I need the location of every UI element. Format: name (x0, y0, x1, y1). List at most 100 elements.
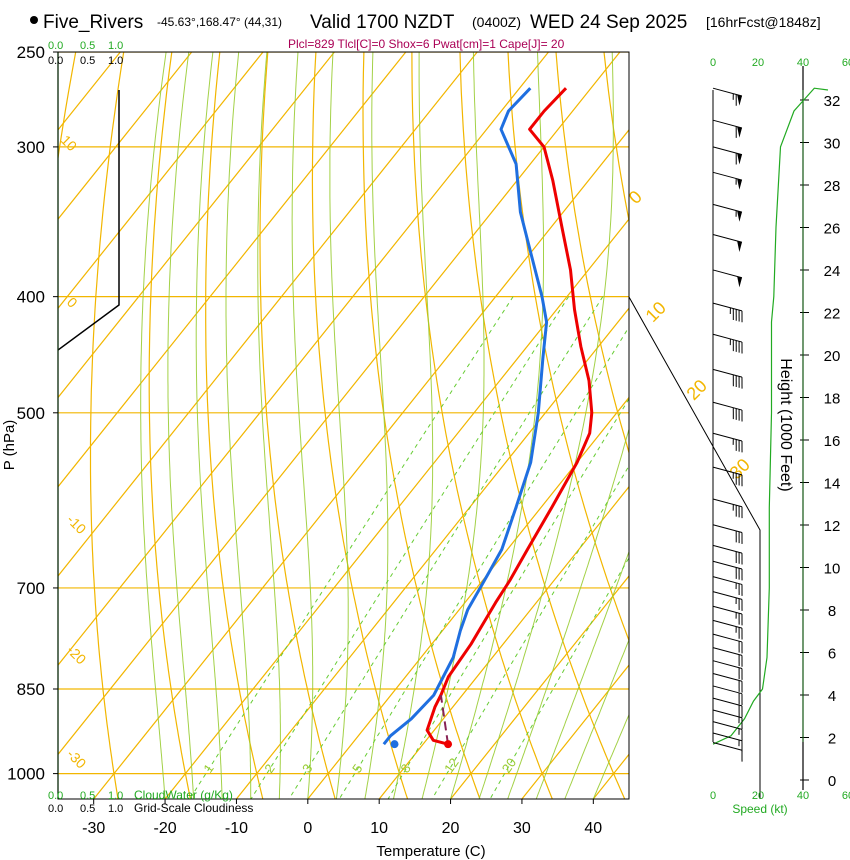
wind-barb (712, 721, 743, 741)
wind-barb (712, 576, 743, 596)
wind-barb (712, 560, 743, 581)
wind-barb (712, 269, 743, 288)
speed-axis-label: Speed (kt) (732, 802, 787, 816)
wind-barb (712, 368, 743, 389)
temperature-profile (425, 87, 594, 746)
parcel-profile (439, 694, 449, 745)
wind-barb (712, 544, 743, 565)
station-coords: -45.63°,168.47° (44,31) (157, 15, 282, 29)
height-tick-label: 8 (828, 603, 836, 620)
dry-adiabat (259, 52, 336, 799)
moist-adiabat (364, 52, 389, 799)
surface-dewpoint-dot (390, 740, 399, 749)
moist-adiabat (507, 427, 629, 799)
panel-border (628, 296, 761, 799)
indices-line: Plcl=829 Tlcl[C]=0 Shox=6 Pwat[cm]=1 Cap… (288, 37, 565, 51)
cloudiness-scale-top: 1.0 (108, 55, 123, 67)
dry-adiabat (148, 52, 191, 799)
wind-barb (712, 633, 743, 654)
dry-adiabat (844, 52, 850, 799)
temperature-tick-label: -30 (82, 820, 105, 837)
moist-adiabat (167, 52, 195, 799)
cloudwater-scale-bottom: 1.0 (108, 790, 123, 802)
isotherm-line (58, 52, 264, 310)
moist-adiabat (225, 52, 252, 799)
dry-adiabat (796, 52, 850, 799)
mixing-ratio-label: 12 (441, 755, 462, 775)
isotherm-line (592, 753, 629, 799)
mixing-ratio-line (288, 296, 604, 799)
wind-barb (712, 87, 743, 106)
isotherm-line (58, 52, 193, 221)
height-tick-label: 24 (824, 263, 841, 280)
isotherm-line (58, 52, 407, 488)
axes: 250 300 400 500 700 850 1000 -30 -20 -10 0 10 20 30 40… (1, 40, 630, 860)
wind-barb (712, 697, 743, 718)
mixing-ratio-line (387, 397, 629, 799)
pressure-tick-label: 400 (17, 288, 45, 307)
dry-adiabat (411, 52, 553, 799)
valid-time: Valid 1700 NZDT (310, 12, 455, 33)
dry-adiabat (555, 52, 629, 455)
pressure-tick-label: 300 (17, 138, 45, 157)
height-tick-label: 26 (824, 221, 841, 238)
isotherm-label: 30 (726, 455, 754, 483)
isotherm-line (58, 52, 549, 667)
pressure-tick-label: 700 (17, 579, 45, 598)
isotherm-line (58, 52, 621, 756)
temperature-tick-label: -20 (154, 820, 177, 837)
height-tick-label: 18 (824, 391, 841, 408)
wind-barb (712, 302, 743, 323)
y-axis-label: P (hPa) (1, 420, 18, 471)
wind-barb (712, 401, 743, 422)
wind-barb (712, 234, 743, 252)
height-tick-label: 16 (824, 433, 841, 450)
isotherm-label: 10 (642, 298, 670, 326)
cloudiness-scale-top: 0.5 (80, 55, 95, 67)
wind-barb (712, 709, 743, 730)
height-tick-label: 28 (824, 178, 841, 195)
speed-tick-top: 20 (752, 57, 764, 69)
header: Five_Rivers -45.63°,168.47° (44,31) Vali… (30, 12, 821, 51)
temperature-tick-label: 30 (513, 820, 531, 837)
speed-tick-top: 0 (710, 57, 716, 69)
cloudiness-scale-bottom: 0.5 (80, 803, 95, 815)
isotherm-line (93, 128, 629, 799)
wind-barb (712, 619, 743, 640)
height-tick-label: 22 (824, 306, 841, 323)
wind-barb (712, 146, 743, 165)
wind-barb (712, 119, 743, 138)
wind-barb (712, 685, 743, 706)
mixing-ratio-line (431, 464, 629, 799)
speed-tick-bottom: 20 (752, 790, 764, 802)
wind-barb (712, 171, 743, 190)
dry-adiabat (652, 52, 850, 799)
dry-adiabat (205, 52, 264, 799)
speed-tick-bottom: 60 (842, 790, 850, 802)
pressure-tick-label: 250 (17, 43, 45, 62)
cloudiness-label: Grid-Scale Cloudiness (134, 801, 253, 815)
cloudiness-scale-top: 0.0 (48, 55, 63, 67)
cloudwater-scale-bottom: 0.5 (80, 790, 95, 802)
wind-barb (712, 203, 743, 222)
plot-frame (57, 51, 630, 800)
moist-adiabat (450, 52, 544, 799)
isotherm-line (164, 218, 629, 799)
moist-adiabat (195, 52, 223, 799)
wind-barb (712, 672, 743, 693)
isotherm-line (521, 664, 629, 799)
isotherm-line (450, 575, 629, 799)
height-tick-label: 32 (824, 93, 841, 110)
moist-adiabat (291, 52, 314, 799)
dry-adiabat (700, 52, 850, 799)
isotherm-line (378, 485, 629, 799)
station-name: Five_Rivers (43, 12, 143, 33)
cloudwater-scale-top: 0.5 (80, 40, 95, 52)
speed-tick-top: 40 (797, 57, 809, 69)
height-tick-label: 6 (828, 646, 836, 663)
isotherm-line (58, 52, 478, 577)
height-tick-label: 14 (824, 476, 841, 493)
moist-adiabat (421, 52, 485, 799)
zulu-time: (0400Z) (472, 14, 521, 30)
mixing-ratio-label: 20 (499, 755, 520, 775)
